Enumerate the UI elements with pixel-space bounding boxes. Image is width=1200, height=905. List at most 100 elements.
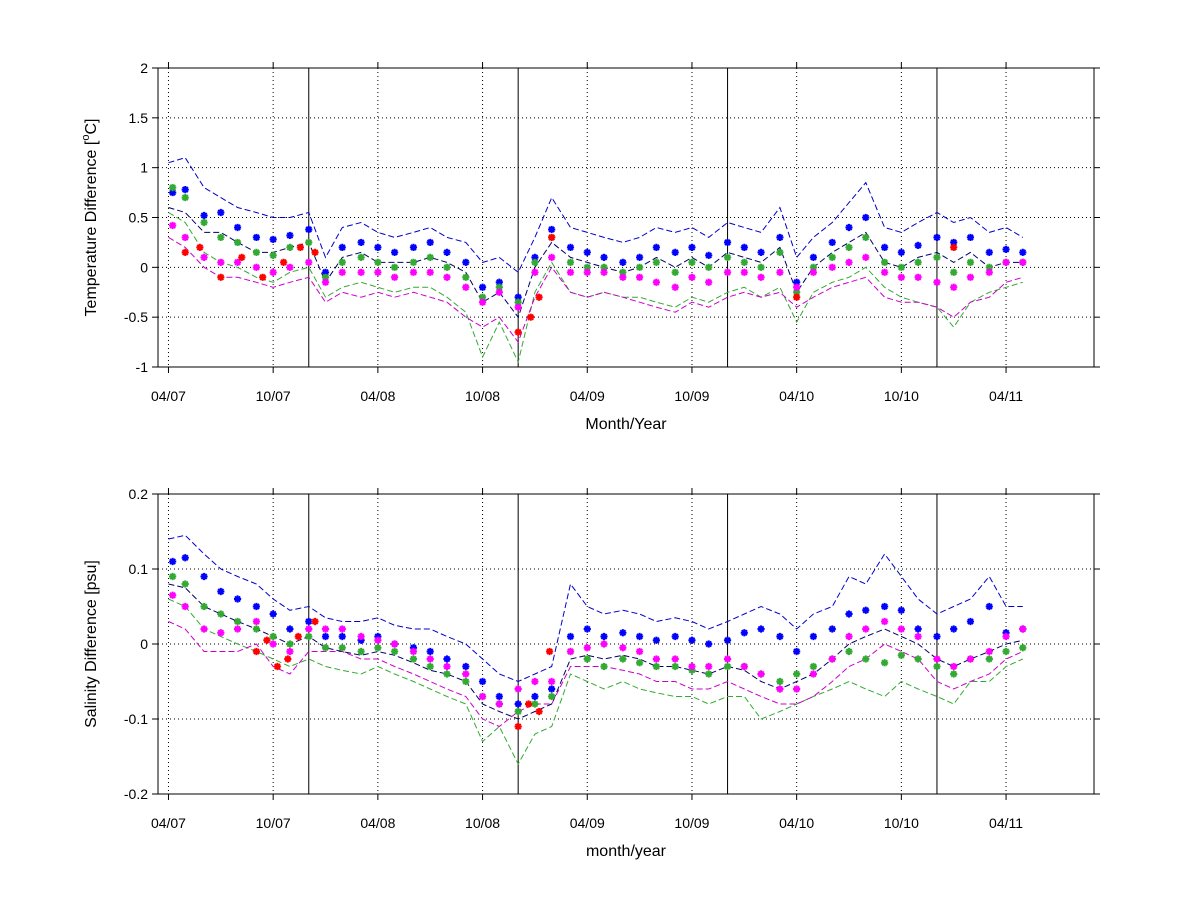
- temperature-point-3-2: [217, 273, 225, 281]
- temperature-point-2-22: [548, 253, 556, 261]
- salinity-point-2-27: [636, 647, 644, 656]
- salinity-point-0-35: [776, 632, 784, 641]
- salinity-point-0-24: [583, 625, 591, 633]
- salinity-marker-series-0: [169, 554, 1027, 708]
- salinity-dashed-series-6: [168, 621, 1024, 728]
- salinity-point-1-42: [897, 651, 905, 659]
- temperature-point-2-38: [828, 263, 836, 271]
- temperature-point-3-0: [181, 248, 189, 256]
- temperature-xtick-label-7: 10/10: [884, 388, 919, 404]
- salinity-point-0-46: [966, 617, 975, 626]
- temperature-point-1-0: [169, 184, 177, 192]
- temperature-point-3-13: [950, 243, 958, 251]
- salinity-point-0-4: [233, 595, 242, 603]
- salinity-point-0-30: [688, 636, 696, 644]
- temperature-y-label-superscript: o: [80, 135, 92, 141]
- salinity-point-2-4: [233, 625, 242, 633]
- salinity-point-0-39: [845, 610, 853, 618]
- salinity-point-2-33: [740, 662, 748, 671]
- temperature-point-1-24: [583, 263, 591, 271]
- salinity-point-1-26: [619, 655, 627, 663]
- temperature-xtick-label-8: 04/11: [989, 388, 1023, 404]
- temperature-xtick-label-0: 04/07: [151, 388, 186, 404]
- salinity-point-2-13: [391, 640, 399, 648]
- salinity-point-0-32: [723, 636, 732, 644]
- salinity-xtick-label-5: 10/09: [674, 815, 709, 831]
- temperature-y-axis-label: Temperature Difference [oC]: [80, 119, 100, 317]
- salinity-point-2-39: [845, 632, 853, 641]
- salinity-point-2-17: [462, 670, 470, 678]
- salinity-ytick-label-3: 0.1: [129, 561, 149, 577]
- temperature-point-2-0: [169, 221, 177, 230]
- salinity-point-1-5: [252, 625, 261, 633]
- temperature-point-1-3: [217, 233, 225, 242]
- salinity-point-0-16: [443, 655, 451, 663]
- salinity-xtick-label-2: 04/08: [360, 815, 395, 831]
- salinity-point-3-2: [273, 662, 281, 671]
- salinity-point-3-4: [294, 632, 302, 641]
- temperature-point-1-45: [950, 268, 958, 276]
- temperature-point-0-10: [338, 243, 346, 251]
- temperature-series: [168, 157, 1027, 364]
- salinity-point-1-11: [357, 647, 365, 656]
- temperature-point-2-16: [443, 273, 451, 281]
- temperature-point-0-47: [985, 248, 993, 256]
- temperature-point-1-1: [181, 193, 189, 202]
- temperature-point-0-15: [426, 238, 434, 247]
- salinity-ytick-label-1: -0.1: [124, 711, 148, 727]
- salinity-point-1-16: [443, 670, 451, 678]
- salinity-point-0-15: [426, 647, 434, 656]
- salinity-point-1-37: [809, 662, 818, 671]
- salinity-point-2-41: [881, 617, 889, 626]
- temperature-point-2-42: [897, 273, 905, 281]
- temperature-point-1-42: [897, 263, 905, 271]
- temperature-point-1-29: [671, 268, 679, 276]
- temperature-point-2-1: [181, 233, 189, 242]
- temperature-point-0-0: [169, 188, 177, 197]
- salinity-y-ticks: -0.2 -0.1 0 0.1 0.2: [124, 486, 1100, 802]
- salinity-dashed-series-5: [168, 598, 1024, 766]
- temperature-point-2-27: [636, 273, 644, 281]
- temperature-point-0-36: [793, 278, 801, 286]
- salinity-point-1-35: [776, 677, 784, 686]
- salinity-point-1-39: [845, 647, 853, 656]
- salinity-point-0-26: [619, 629, 627, 637]
- salinity-point-1-24: [583, 655, 591, 663]
- temperature-point-0-49: [1019, 248, 1027, 256]
- temperature-point-2-11: [357, 268, 365, 276]
- temperature-ytick-label-6: 2: [140, 60, 148, 76]
- salinity-point-2-48: [1002, 632, 1010, 641]
- salinity-point-0-28: [652, 636, 660, 644]
- temperature-point-0-19: [495, 278, 503, 286]
- salinity-ytick-label-2: 0: [140, 636, 148, 652]
- temperature-point-2-15: [426, 268, 434, 276]
- temperature-point-1-4: [233, 238, 242, 247]
- temperature-point-1-12: [374, 258, 382, 266]
- temperature-point-0-41: [881, 243, 889, 251]
- temperature-point-2-18: [478, 298, 487, 306]
- salinity-xtick-label-0: 04/07: [151, 815, 186, 831]
- salinity-point-1-44: [933, 662, 941, 671]
- salinity-point-0-2: [200, 572, 208, 581]
- temperature-point-2-28: [652, 278, 660, 286]
- salinity-point-2-16: [443, 662, 451, 671]
- temperature-xtick-label-5: 10/09: [674, 388, 709, 404]
- temperature-point-1-39: [845, 243, 853, 251]
- salinity-xtick-label-8: 04/11: [989, 815, 1023, 831]
- salinity-point-2-34: [757, 670, 765, 678]
- temperature-point-2-37: [809, 268, 818, 276]
- salinity-point-0-3: [217, 587, 225, 596]
- temperature-point-1-35: [776, 248, 784, 256]
- salinity-point-0-42: [897, 606, 905, 614]
- salinity-point-0-17: [462, 662, 470, 671]
- temperature-point-0-29: [671, 248, 679, 256]
- temperature-point-2-29: [671, 283, 679, 291]
- temperature-ytick-label-2: 0: [140, 259, 148, 275]
- temperature-point-0-2: [200, 211, 208, 220]
- salinity-point-0-11: [357, 636, 365, 644]
- temperature-ytick-label-5: 1.5: [129, 110, 149, 126]
- salinity-dashed-series-4: [168, 534, 1023, 683]
- temperature-point-1-46: [966, 258, 975, 266]
- temperature-point-3-11: [548, 233, 556, 242]
- temperature-point-3-5: [280, 258, 288, 266]
